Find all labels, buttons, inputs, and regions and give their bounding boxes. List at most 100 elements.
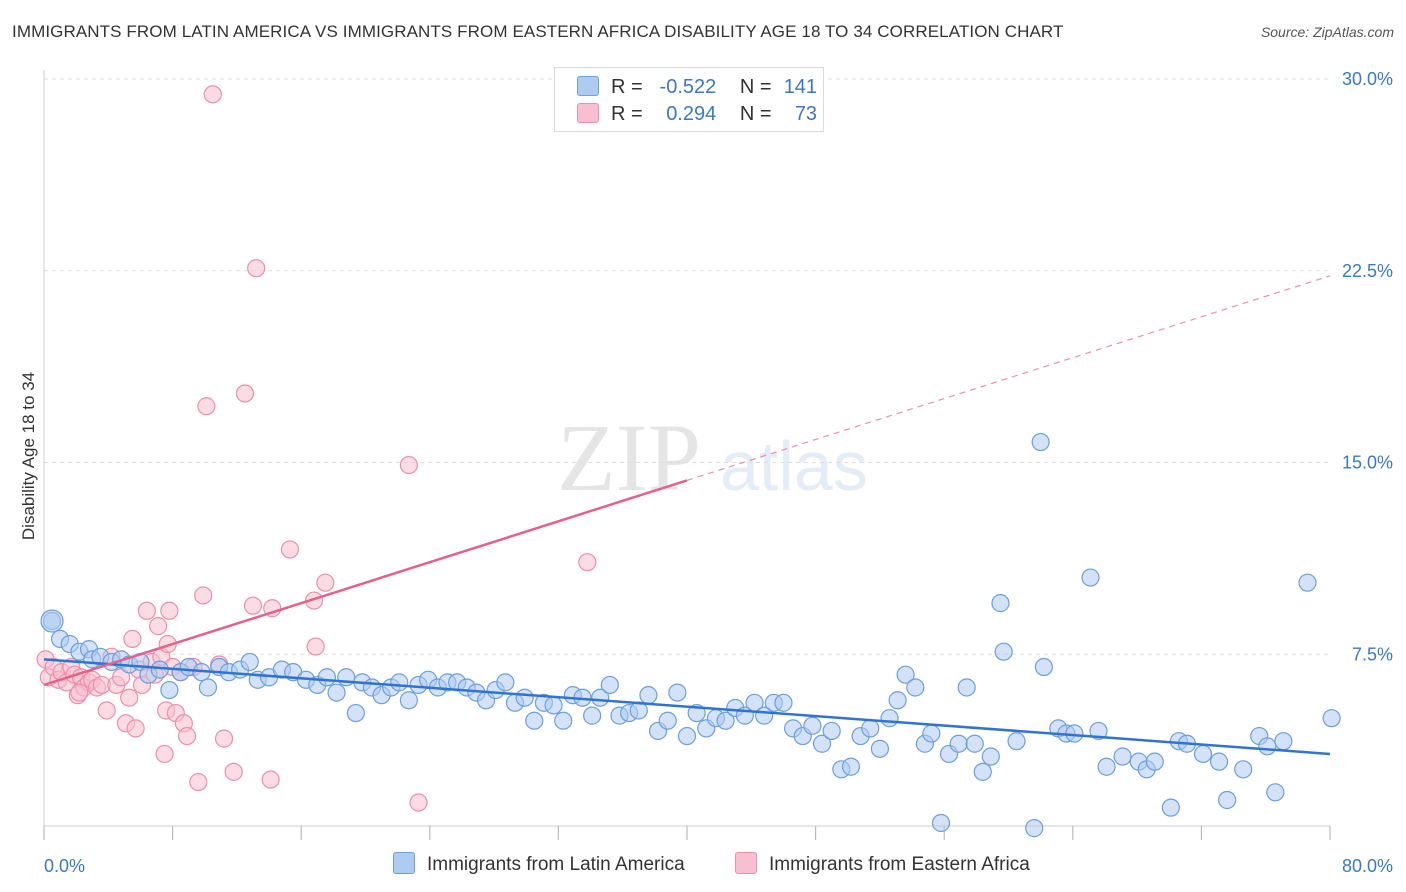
- latin-america-point: [583, 706, 602, 725]
- eastern-africa-point: [160, 601, 179, 620]
- latin-america-point: [1193, 744, 1213, 764]
- chart-title: IMMIGRANTS FROM LATIN AMERICA VS IMMIGRA…: [12, 22, 1064, 41]
- latin-america-point: [677, 726, 697, 746]
- eastern-africa-point: [194, 586, 213, 605]
- latin-america-point: [390, 673, 409, 692]
- x-axis-ticks: [43, 826, 1331, 840]
- latin-america-point: [981, 747, 1000, 766]
- x-tick-label-max: 80.0%: [1342, 856, 1393, 876]
- latin-america-point: [1209, 752, 1229, 771]
- latin-america-point: [896, 665, 915, 684]
- latin-america-point: [515, 688, 534, 707]
- watermark-zip: ZIP: [557, 404, 701, 511]
- eastern-africa-point: [578, 553, 597, 572]
- latin-america-point: [991, 594, 1010, 613]
- eastern-africa-point: [214, 729, 234, 748]
- pink-swatch-icon: [735, 852, 757, 874]
- eastern-africa-point: [316, 573, 335, 592]
- n-label: N =: [739, 76, 772, 98]
- latin-america-point: [1234, 760, 1253, 779]
- latin-america-point: [346, 703, 365, 723]
- latin-america-point: [1218, 790, 1237, 810]
- latin-america-point: [327, 683, 346, 702]
- eastern-africa-point: [126, 719, 145, 738]
- latin-america-point: [931, 813, 951, 833]
- eastern-africa-point: [409, 793, 428, 812]
- eastern-africa-point: [112, 668, 131, 687]
- watermark-atlas: atlas: [720, 427, 868, 505]
- legend-row-eastern-africa: R = 0.294 N = 73: [577, 103, 817, 129]
- eastern-africa-point: [197, 397, 216, 416]
- latin-america-point: [639, 686, 658, 705]
- eastern-africa-point: [189, 772, 208, 792]
- series-name: Immigrants from Eastern Africa: [769, 854, 1030, 875]
- latin-america-point: [1089, 721, 1108, 741]
- eastern-africa-point: [224, 762, 243, 781]
- latin-america-point: [1274, 732, 1293, 751]
- eastern-africa-point: [247, 259, 266, 278]
- latin-america-point: [1161, 798, 1180, 817]
- latin-america-point: [1007, 732, 1026, 751]
- r-label: R =: [611, 103, 643, 125]
- eastern-africa-point: [149, 617, 168, 636]
- eastern-africa-trend-line: [43, 479, 688, 687]
- n-value: 141: [783, 76, 818, 98]
- eastern-africa-point: [306, 637, 325, 656]
- latin-america-point: [1025, 819, 1044, 838]
- latin-america-point: [1266, 783, 1285, 802]
- eastern-africa-point: [177, 726, 197, 746]
- latin-america-point: [861, 719, 880, 738]
- latin-america-point: [40, 609, 64, 633]
- r-value: -0.522: [659, 76, 717, 98]
- n-label: N =: [739, 103, 772, 125]
- latin-america-point: [240, 652, 259, 672]
- latin-america-point: [906, 678, 925, 697]
- y-tick-label: 7.5%: [1352, 644, 1393, 664]
- eastern-africa-point: [203, 85, 222, 104]
- y-tick-label: 22.5%: [1342, 261, 1393, 281]
- latin-america-point: [554, 711, 573, 730]
- eastern-africa-point: [399, 455, 419, 475]
- latin-america-point: [1034, 657, 1053, 677]
- blue-swatch-icon: [393, 852, 415, 874]
- y-tick-label: 15.0%: [1342, 453, 1393, 473]
- latin-america-point: [1145, 752, 1164, 771]
- grid-lines: [44, 78, 1330, 655]
- latin-america-point: [544, 696, 563, 715]
- latin-america-point: [1081, 568, 1100, 587]
- bottom-legend-latin-america: Immigrants from Latin America: [393, 852, 685, 876]
- latin-america-point: [1097, 757, 1116, 776]
- latin-america-point: [600, 675, 619, 695]
- eastern-africa-point: [137, 601, 156, 620]
- latin-america-point: [668, 683, 687, 702]
- latin-america-point: [160, 680, 179, 700]
- latin-america-point: [1113, 747, 1132, 766]
- n-value: 73: [794, 103, 818, 125]
- latin-america-point: [399, 691, 419, 710]
- y-axis-title: Disability Age 18 to 34: [19, 372, 38, 540]
- source-label: Source: ZipAtlas.com: [1260, 24, 1394, 40]
- latin-america-point: [525, 711, 544, 730]
- latin-america-point: [841, 757, 861, 776]
- latin-america-point: [1322, 709, 1341, 728]
- eastern-africa-point: [120, 688, 139, 707]
- blue-swatch-icon: [577, 76, 599, 96]
- pink-swatch-icon: [577, 103, 599, 123]
- latin-america-point: [1031, 432, 1050, 452]
- y-tick-label: 30.0%: [1342, 69, 1393, 89]
- latin-america-point: [198, 678, 218, 697]
- bottom-legend-eastern-africa: Immigrants from Eastern Africa: [735, 852, 1030, 876]
- latin-america-point: [150, 660, 169, 679]
- latin-america-point: [965, 734, 984, 753]
- latin-america-point: [822, 721, 841, 741]
- r-label: R =: [611, 76, 643, 98]
- eastern-africa-point: [243, 596, 263, 615]
- latin-america-point: [716, 711, 735, 730]
- r-value: 0.294: [666, 103, 717, 125]
- trend-lines: [43, 275, 1331, 756]
- x-tick-label-min: 0.0%: [44, 856, 85, 876]
- y-tick-labels: 7.5% 15.0% 22.5% 30.0%: [1342, 69, 1393, 664]
- latin-america-point: [1258, 737, 1277, 756]
- eastern-africa-point: [123, 629, 142, 649]
